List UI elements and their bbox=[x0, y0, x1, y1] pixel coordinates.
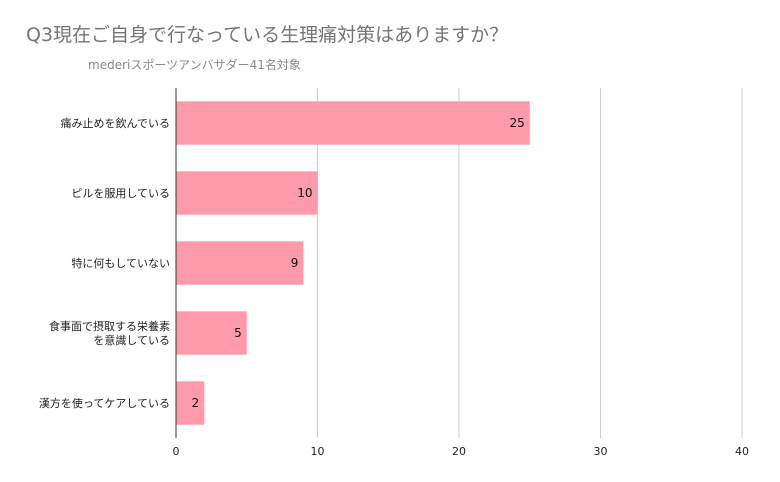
category-label-3-0: 食事面で摂取する栄養素 bbox=[49, 319, 170, 333]
bar-2 bbox=[176, 241, 304, 285]
data-label-2: 9 bbox=[291, 256, 299, 270]
category-label-4: 漢方を使ってケアしている bbox=[39, 396, 170, 410]
category-label-3-1: を意識している bbox=[93, 333, 170, 347]
category-label-1: ピルを服用している bbox=[71, 187, 170, 200]
x-tick-label-4: 40 bbox=[735, 445, 749, 458]
x-tick-label-1: 10 bbox=[311, 445, 325, 458]
x-tick-label-3: 30 bbox=[594, 445, 608, 458]
bar-4 bbox=[176, 381, 205, 425]
x-tick-label-0: 0 bbox=[173, 445, 180, 458]
category-label-0: 痛み止めを飲んでいる bbox=[61, 116, 170, 130]
bar-1 bbox=[176, 171, 318, 215]
chart-subtitle: mederiスポーツアンバサダー41名対象 bbox=[88, 58, 301, 72]
category-label-2: 特に何もしていない bbox=[71, 256, 170, 270]
chart-title: Q3現在ご自身で行なっている生理痛対策はありますか？ bbox=[26, 24, 509, 46]
x-tick-label-2: 20 bbox=[452, 445, 466, 458]
bar-0 bbox=[176, 101, 530, 145]
data-label-4: 2 bbox=[192, 396, 200, 410]
data-label-0: 25 bbox=[509, 116, 524, 130]
data-label-3: 5 bbox=[234, 326, 242, 340]
data-label-1: 10 bbox=[297, 186, 312, 200]
bar-3 bbox=[176, 311, 247, 355]
